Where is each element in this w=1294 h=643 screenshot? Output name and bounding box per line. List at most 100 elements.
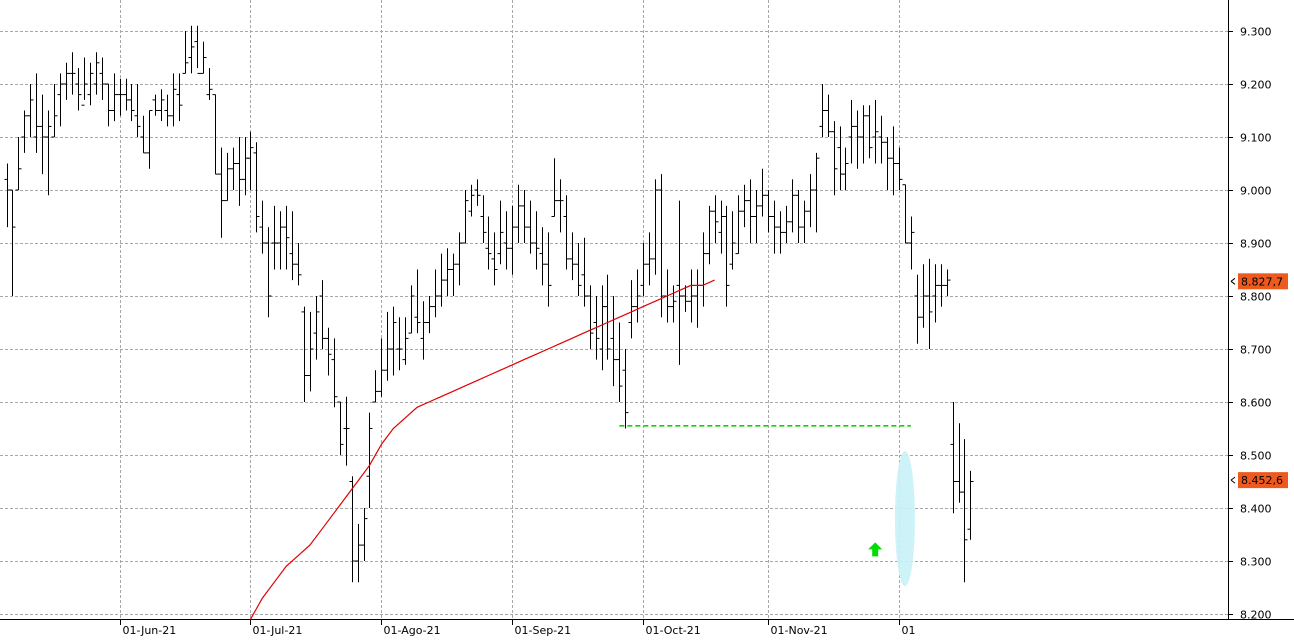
ohlc-bar — [599, 285, 606, 371]
ohlc-bar — [497, 200, 504, 265]
ohlc-bar — [533, 211, 540, 270]
ohlc-bar — [146, 110, 153, 169]
ohlc-bar — [610, 296, 617, 387]
badge-label: 8.452,6 — [1241, 474, 1283, 487]
x-tick-label: 01-Nov-21 — [771, 624, 828, 637]
ohlc-bar — [706, 205, 713, 265]
ohlc-bar — [551, 158, 558, 217]
ohlc-bar — [212, 94, 219, 175]
ohlc-bar — [63, 62, 70, 100]
ohlc-bar — [39, 94, 46, 175]
ohlc-bar — [688, 269, 695, 323]
y-tick-label: 8.600 — [1240, 397, 1272, 410]
ohlc-bar — [783, 205, 790, 243]
ohlc-bar — [938, 264, 945, 307]
ohlc-bar — [188, 25, 195, 74]
ohlc-bar — [325, 327, 332, 376]
ohlc-bar — [878, 115, 885, 164]
ohlc-bar — [676, 200, 683, 365]
ohlc-bar — [361, 508, 368, 561]
ohlc-bar — [944, 269, 951, 296]
ohlc-bar — [902, 184, 909, 244]
ohlc-bar — [456, 232, 463, 286]
y-tick-label: 8.500 — [1240, 450, 1272, 463]
ohlc-bar — [658, 174, 665, 318]
ohlc-bar — [896, 147, 903, 190]
ohlc-bar — [194, 25, 201, 74]
ohlc-bar — [265, 227, 272, 318]
ohlc-bar — [848, 99, 855, 164]
ohlc-bar — [741, 184, 748, 228]
ohlc-bar — [956, 423, 963, 503]
ohlc-bar — [75, 68, 82, 111]
ohlc-bar — [206, 68, 213, 100]
x-tick-label: 01-Ago-21 — [384, 624, 441, 637]
ohlc-bar — [87, 62, 94, 106]
y-tick-label: 8.800 — [1240, 291, 1272, 304]
ohlc-bar — [860, 105, 867, 164]
ohlc-bar — [123, 78, 130, 111]
ohlc-bar — [307, 311, 314, 392]
y-tick-label: 9.200 — [1240, 79, 1272, 92]
x-tick-label: 01-Oct-21 — [646, 624, 701, 637]
ohlc-bar — [652, 179, 659, 275]
ohlc-bar — [795, 190, 802, 243]
ohlc-bar — [914, 274, 921, 344]
ohlc-bar — [932, 264, 939, 323]
ohlc-bar — [545, 232, 552, 307]
ohlc-bar — [111, 73, 118, 122]
ohlc-bar — [777, 211, 784, 254]
ohlc-bar — [789, 179, 796, 233]
ohlc-bar — [313, 296, 320, 360]
y-tick-label: 8.400 — [1240, 503, 1272, 516]
ohlc-bar — [509, 205, 516, 275]
y-tick-label: 8.300 — [1240, 556, 1272, 569]
x-tick-label: 01-Jun-21 — [123, 624, 177, 637]
price-badge-layer: 8.827,7 8.452,6 — [1230, 273, 1288, 489]
ohlc-bar — [908, 216, 915, 270]
ohlc-bar — [432, 269, 439, 318]
ohlc-bar — [283, 205, 290, 270]
ohlc-bar — [521, 190, 528, 243]
ohlc-bar — [331, 338, 338, 408]
ohlc-bar — [414, 269, 421, 334]
ohlc-bar — [271, 205, 278, 270]
moving-average-layer — [249, 279, 715, 620]
ohlc-bar — [236, 137, 243, 206]
ohlc-bar — [771, 200, 778, 254]
ohlc-bar — [640, 243, 647, 296]
ohlc-bar — [581, 237, 588, 307]
ohlc-bar — [182, 31, 189, 74]
ohlc-bar — [57, 73, 64, 127]
ohlc-bar — [170, 73, 177, 127]
ohlc-bar — [366, 412, 373, 508]
ohlc-bar — [390, 306, 397, 376]
ohlc-bar — [587, 285, 594, 349]
ohlc-bar — [527, 200, 534, 254]
up-arrow-icon — [868, 542, 883, 557]
ohlc-bar — [854, 110, 861, 169]
ohlc-bar — [349, 476, 356, 583]
badge-label: 8.827,7 — [1241, 275, 1283, 288]
level-layer — [619, 425, 911, 557]
ohlc-bar — [474, 179, 481, 206]
y-tick-label: 8.200 — [1240, 609, 1272, 622]
ohlc-bar — [372, 370, 379, 403]
ohlc-bar — [480, 195, 487, 243]
ohlc-bar — [759, 168, 766, 217]
highlight-ellipse — [894, 450, 915, 587]
ohlc-bar — [557, 179, 564, 233]
ohlc-bar — [4, 163, 11, 228]
ohlc-bar — [289, 211, 296, 281]
ohlc-bar — [384, 311, 391, 381]
ohlc-bar — [819, 84, 826, 137]
ohlc-bar — [539, 227, 546, 286]
ohlc-bar — [426, 296, 433, 334]
ohlc-bar — [408, 285, 415, 334]
ohlc-bar — [319, 280, 326, 349]
ohlc-bar — [242, 137, 249, 196]
ohlc-bar — [753, 190, 760, 243]
ohlc-bar — [825, 94, 832, 137]
ohlc-bar — [69, 52, 76, 95]
y-tick-label: 8.900 — [1240, 238, 1272, 251]
